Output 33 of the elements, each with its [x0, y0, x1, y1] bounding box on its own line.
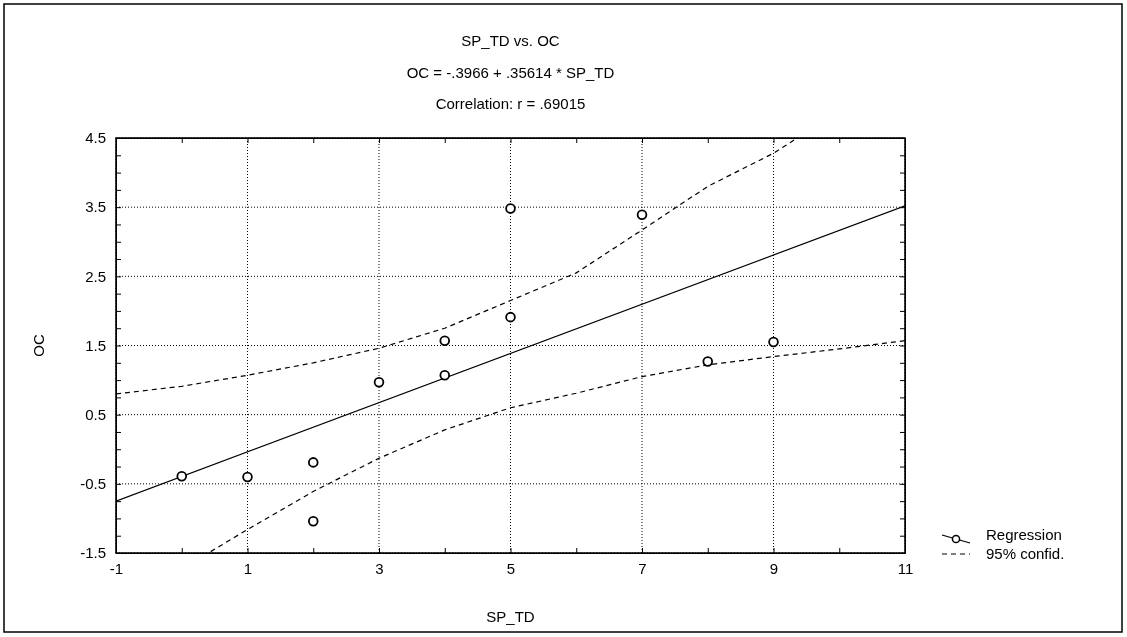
point	[307, 457, 319, 468]
legend-label: 95% confid.	[986, 545, 1065, 562]
y-axis-title: OC	[30, 334, 47, 357]
x-tick-label: 5	[506, 559, 516, 577]
point	[439, 335, 451, 346]
x-tick-label: 3	[375, 559, 384, 577]
x-tick-label: 7	[638, 559, 647, 577]
x-tick-label: -1	[109, 559, 124, 577]
x-tick-label: 9	[769, 559, 779, 577]
y-tick-label: 1.5	[85, 336, 106, 354]
point	[505, 311, 516, 323]
legend-label: Regression	[986, 526, 1062, 543]
point	[505, 203, 516, 214]
point	[636, 209, 648, 221]
point	[439, 369, 451, 381]
x-tick-label: 1	[243, 559, 253, 577]
x-tick-label: 11	[897, 559, 914, 577]
y-tick-label: -0.5	[80, 475, 106, 493]
x-axis-title: SP_TD	[486, 608, 535, 625]
point	[242, 471, 253, 483]
y-tick-label: 2.5	[85, 267, 106, 285]
point	[176, 470, 188, 482]
y-tick-label: 3.5	[85, 198, 106, 216]
text: Correlation: r = .69015	[435, 95, 586, 112]
y-tick-label: 4.5	[85, 129, 106, 147]
point	[768, 336, 779, 348]
chart-title: SP_TD vs. OC	[461, 32, 560, 49]
point	[307, 515, 319, 527]
point	[373, 376, 385, 388]
y-tick-label: -1.5	[80, 544, 106, 562]
y-tick-label: 0.5	[85, 405, 106, 423]
chart-subtitle: OC = -.3966 + .35614 * SP_TD	[406, 64, 615, 81]
point	[702, 356, 714, 367]
